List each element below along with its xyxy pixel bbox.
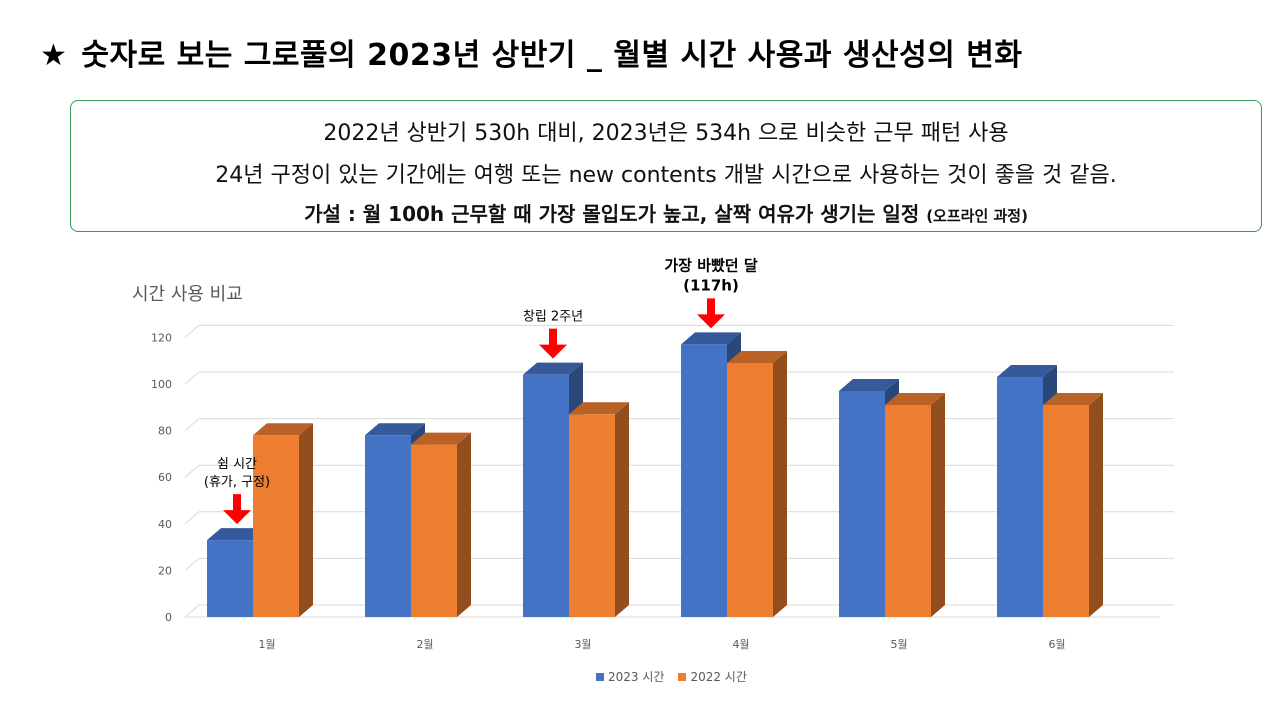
bar-front — [207, 540, 253, 617]
bar-top — [1043, 392, 1103, 405]
bar-top — [727, 351, 787, 364]
gridline-diag — [184, 464, 200, 478]
bar-side — [299, 423, 313, 617]
annotation-label: 쉼 시간 — [217, 457, 257, 472]
y-tick-label: 0 — [165, 611, 172, 624]
y-tick-label: 40 — [158, 518, 172, 531]
bar-top — [523, 362, 583, 375]
bar-side — [773, 351, 787, 617]
bar-side — [615, 402, 629, 617]
bar-top — [253, 423, 313, 436]
annotation-label: (휴가, 구정) — [204, 475, 270, 490]
chart-legend: 2023 시간 2022 시간 — [596, 668, 747, 685]
bar-front — [681, 344, 727, 617]
gridline-diag — [184, 418, 200, 431]
gridline-diag — [184, 604, 200, 618]
gridline-diag — [184, 325, 200, 338]
x-tick-label: 3월 — [574, 638, 591, 651]
y-tick-label: 20 — [158, 564, 172, 577]
y-tick-label: 100 — [151, 378, 172, 391]
legend-label-2022: 2022 시간 — [690, 670, 747, 684]
legend-item-2022: 2022 시간 — [678, 668, 747, 685]
bar-2022 — [569, 402, 629, 617]
bar-front — [411, 444, 457, 617]
bar-front — [253, 435, 299, 617]
bar-top — [885, 392, 945, 405]
chart-title: 시간 사용 비교 — [132, 284, 243, 305]
bar-top — [411, 432, 471, 445]
bar-top — [839, 378, 899, 391]
annotation-label: 창립 2주년 — [523, 310, 583, 325]
bar-front — [727, 363, 773, 617]
bar-2022 — [1043, 392, 1103, 617]
annotation-label: (117h) — [683, 276, 739, 294]
legend-label-2023: 2023 시간 — [608, 670, 665, 684]
annotation-label: 가장 바빴던 달 — [664, 256, 757, 274]
y-tick-label: 120 — [151, 331, 172, 344]
legend-item-2023: 2023 시간 — [596, 668, 664, 685]
bar-front — [1043, 404, 1089, 617]
bar-top — [681, 332, 741, 345]
annotation-arrow-icon — [697, 298, 725, 329]
star-icon: ★ — [40, 38, 68, 73]
bar-front — [885, 404, 931, 617]
gridline-diag — [184, 558, 200, 571]
bar-top — [365, 423, 425, 436]
bar-front — [997, 377, 1043, 617]
bar-2022 — [727, 351, 787, 617]
bar-front — [569, 414, 615, 617]
x-tick-label: 4월 — [732, 638, 749, 651]
hypothesis-note: (오프라인 과정) — [926, 207, 1028, 225]
summary-line-2: 24년 구정이 있는 기간에는 여행 또는 new contents 개발 시간… — [215, 163, 1117, 188]
summary-hypothesis: 가설 : 월 100h 근무할 때 가장 몰입도가 높고, 살짝 여유가 생기는… — [71, 198, 1261, 227]
annotation-arrow-icon — [223, 494, 251, 525]
bar-side — [457, 432, 471, 617]
annotation: 창립 2주년 — [523, 310, 583, 359]
bar-side — [1089, 392, 1103, 617]
legend-swatch-2022 — [678, 672, 687, 681]
bar-2022 — [885, 392, 945, 617]
bar-top — [997, 365, 1057, 378]
gridline-diag — [184, 511, 200, 525]
bar-front — [839, 390, 885, 617]
gridline-diag — [184, 371, 200, 385]
page-title: ★ 숫자로 보는 그로풀의 2023년 상반기 _ 월별 시간 사용과 생산성의 … — [40, 30, 1022, 74]
page-title-text: 숫자로 보는 그로풀의 2023년 상반기 _ 월별 시간 사용과 생산성의 변… — [81, 38, 1023, 73]
bar-top — [569, 402, 629, 415]
bar-front — [365, 435, 411, 617]
bar-top — [207, 528, 267, 541]
hypothesis-text: 가설 : 월 100h 근무할 때 가장 몰입도가 높고, 살짝 여유가 생기는… — [304, 202, 920, 226]
bar-2022 — [411, 432, 471, 617]
bar-front — [523, 374, 569, 617]
summary-box: 2022년 상반기 530h 대비, 2023년은 534h 으로 비슷한 근무… — [70, 100, 1262, 232]
legend-swatch-2023 — [596, 672, 604, 681]
summary-line-1: 2022년 상반기 530h 대비, 2023년은 534h 으로 비슷한 근무… — [323, 121, 1009, 146]
bar-side — [931, 392, 945, 617]
x-tick-label: 6월 — [1048, 638, 1065, 651]
bar-2022 — [253, 423, 313, 617]
x-tick-label: 2월 — [416, 638, 433, 651]
annotation-arrow-icon — [539, 328, 567, 359]
x-tick-label: 1월 — [258, 638, 275, 651]
y-tick-label: 80 — [158, 425, 172, 438]
annotation: 쉼 시간 (휴가, 구정) — [204, 457, 270, 525]
annotation: 가장 바빴던 달 (117h) — [664, 256, 758, 329]
y-tick-label: 60 — [158, 471, 172, 484]
x-tick-label: 5월 — [890, 638, 907, 651]
